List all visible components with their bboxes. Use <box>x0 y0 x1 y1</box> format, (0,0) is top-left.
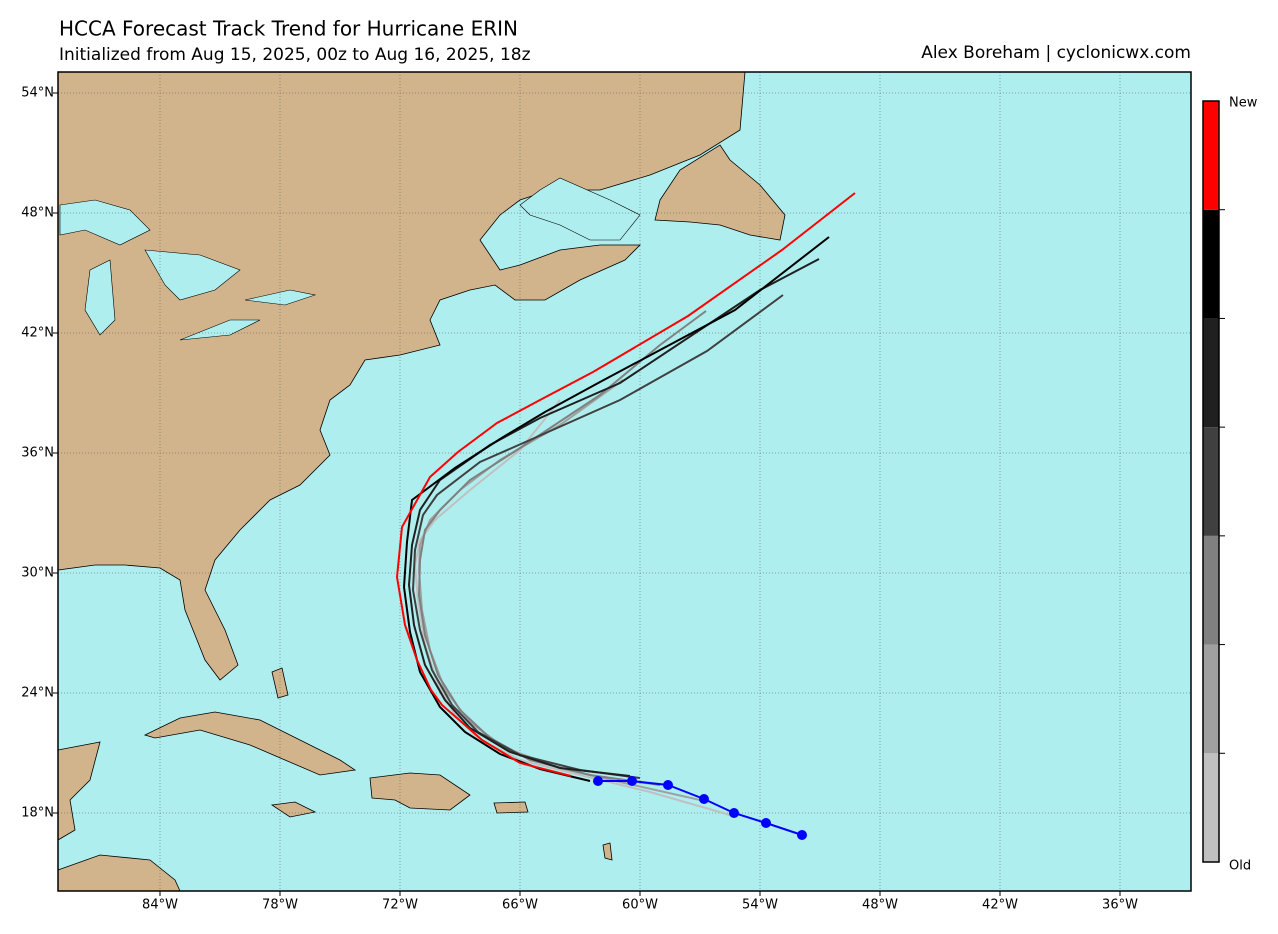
y-tick-label: 36°N <box>21 446 54 461</box>
tracks <box>395 192 856 840</box>
x-tick-label: 48°W <box>862 898 898 913</box>
x-tick-label: 60°W <box>622 898 658 913</box>
land <box>57 71 786 892</box>
y-tick-label: 18°N <box>21 806 54 821</box>
colorbar <box>1202 100 1225 863</box>
observed-point <box>593 776 603 786</box>
map-frame <box>57 71 1192 892</box>
y-tick-label: 24°N <box>21 686 54 701</box>
x-tick-label: 84°W <box>142 898 178 913</box>
y-tick-label: 30°N <box>21 566 54 581</box>
forecast-track <box>402 236 830 782</box>
colorbar-segment <box>1203 427 1219 536</box>
forecast-track <box>407 258 820 777</box>
colorbar-segment <box>1203 101 1219 210</box>
x-tick-label: 66°W <box>502 898 538 913</box>
colorbar-segment <box>1203 535 1219 645</box>
subtitle: Initialized from Aug 15, 2025, 00z to Au… <box>59 45 531 65</box>
observed-point <box>627 776 637 786</box>
colorbar-bottom-label: Old <box>1229 859 1251 874</box>
x-tick-label: 36°W <box>1102 898 1138 913</box>
x-tick-label: 42°W <box>982 898 1018 913</box>
colorbar-segment <box>1203 209 1219 319</box>
x-tick-label: 72°W <box>382 898 418 913</box>
x-tick-label: 78°W <box>262 898 298 913</box>
y-tick-label: 54°N <box>21 86 54 101</box>
observed-point <box>663 780 673 790</box>
y-tick-label: 42°N <box>21 326 54 341</box>
observed-point <box>761 818 771 828</box>
credit: Alex Boreham | cyclonicwx.com <box>921 43 1191 63</box>
observed-point <box>699 794 709 804</box>
colorbar-segment <box>1203 644 1219 754</box>
observed-point <box>729 808 739 818</box>
forecast-track <box>411 294 784 779</box>
colorbar-top-label: New <box>1229 96 1258 111</box>
colorbar-segment <box>1203 753 1219 862</box>
colorbar-frame <box>1202 100 1220 863</box>
forecast-track <box>395 192 856 777</box>
y-tick-label: 48°N <box>21 206 54 221</box>
title: HCCA Forecast Track Trend for Hurricane … <box>59 17 518 41</box>
observed-point <box>797 830 807 840</box>
colorbar-segment <box>1203 318 1219 428</box>
x-tick-label: 54°W <box>742 898 778 913</box>
